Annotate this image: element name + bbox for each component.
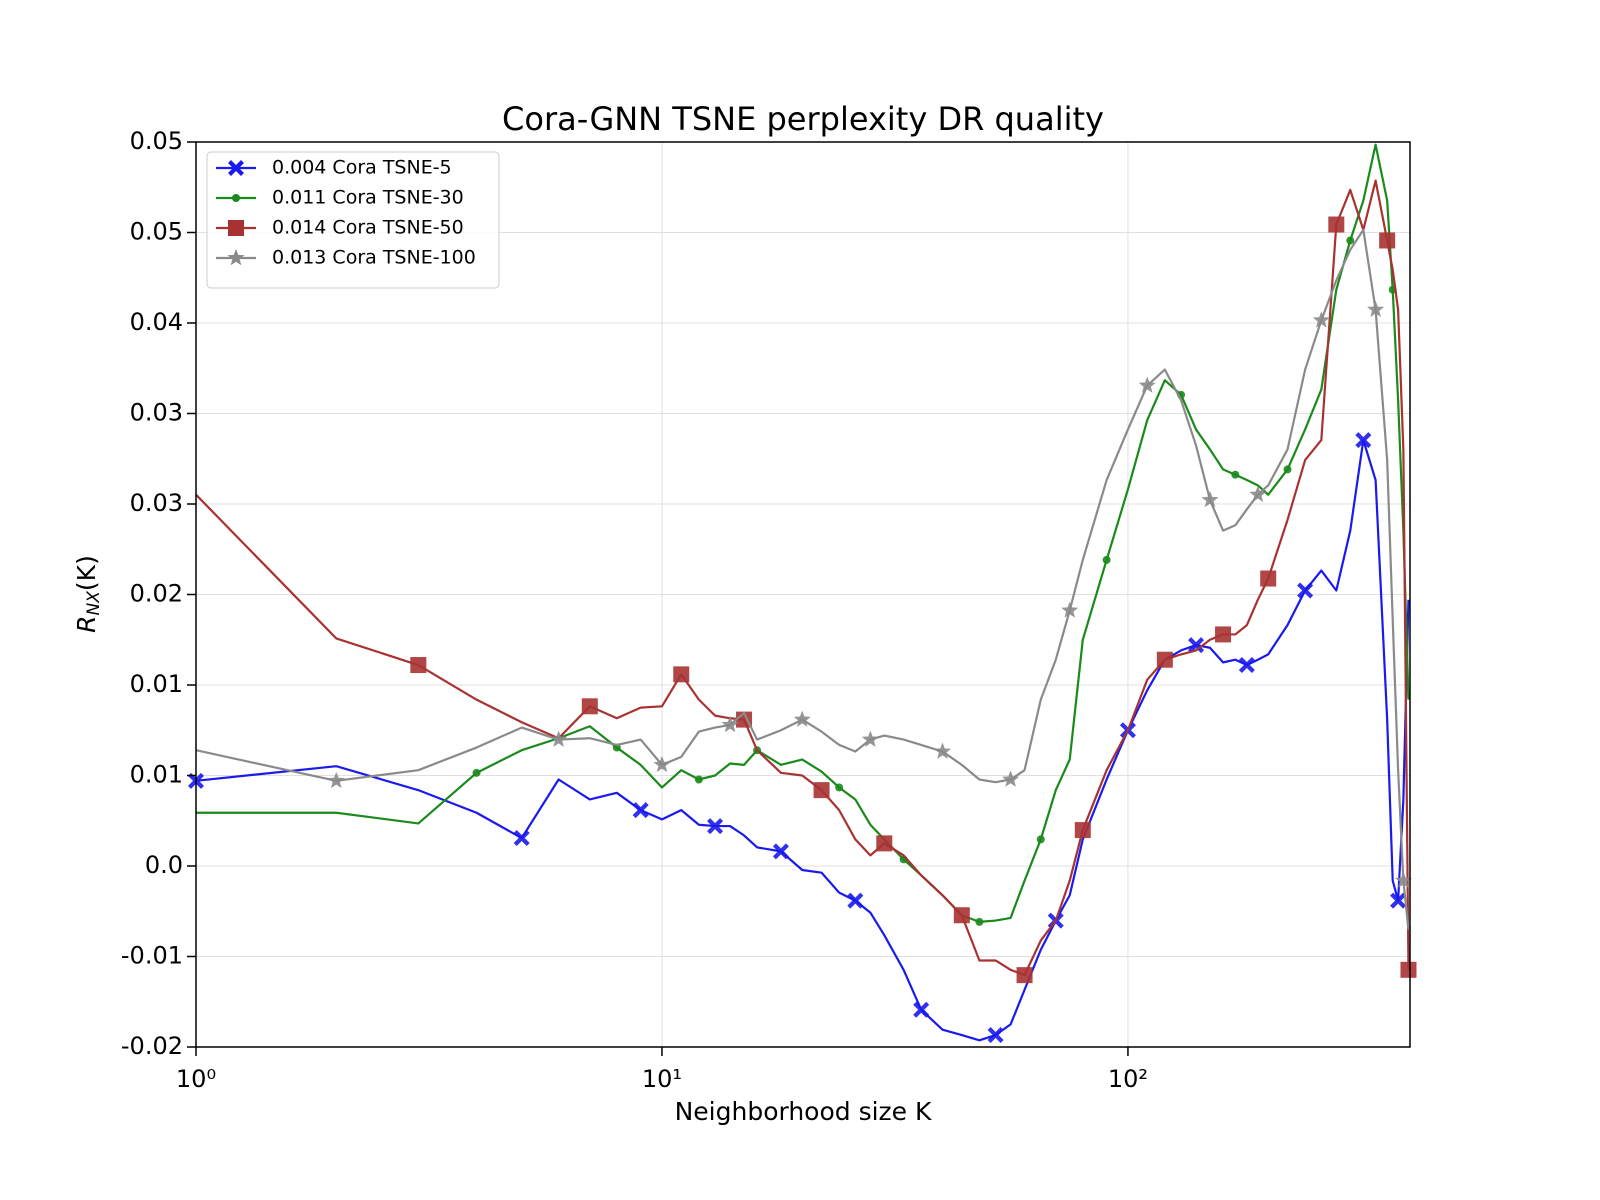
y-tick-label: 0.0 [145,851,183,879]
y-tick-label: 0.05 [130,218,183,246]
y-tick-label: 0.04 [130,308,183,336]
marker [1400,961,1417,978]
plot-area [188,143,1417,1044]
marker [1036,835,1045,844]
y-label-sub: NX [84,591,104,616]
marker [772,843,789,860]
chart-title: Cora-GNN TSNE perplexity DR quality [502,100,1104,138]
marker [653,755,671,773]
series-line [195,179,1410,977]
y-label-main: R [72,615,101,632]
marker [876,835,893,852]
marker [581,698,598,715]
legend-label: 0.004 Cora TSNE-5 [272,157,452,179]
marker [1156,651,1173,668]
y-tick-label: 0.03 [130,489,183,517]
x-tick-label: 10⁰ [176,1065,216,1093]
y-tick-label: 0.01 [130,761,183,789]
marker [861,730,879,747]
legend: 0.004 Cora TSNE-5 0.011 Cora TSNE-30 0.014… [206,151,500,289]
marker [632,802,649,819]
marker [1283,465,1292,474]
marker [550,730,568,747]
marker [835,783,844,792]
y-tick-label: 0.02 [130,580,183,608]
marker [232,194,240,202]
legend-label: 0.014 Cora TSNE-50 [272,217,464,239]
legend-box [206,151,500,289]
marker [1074,822,1091,839]
marker [1260,570,1277,587]
marker [694,775,703,784]
marker [933,742,952,759]
marker [327,771,345,789]
marker [513,830,530,847]
x-tick-label: 10¹ [642,1065,682,1093]
marker [1215,626,1232,643]
marker [410,657,427,674]
marker [228,220,244,236]
marker [1390,892,1407,909]
marker [721,715,739,733]
marker [1346,236,1355,245]
x-axis-label: Neighborhood size K [675,1097,932,1126]
marker [813,782,830,799]
marker [1102,555,1111,564]
y-tick-label: -0.02 [121,1032,183,1060]
y-tick-label: -0.01 [121,942,183,970]
marker [847,892,864,909]
marker [1188,637,1205,654]
marker [228,160,244,176]
y-tick-label: 0.05 [130,127,183,155]
legend-label: 0.011 Cora TSNE-30 [272,187,464,209]
marker [1249,485,1267,502]
marker [1201,491,1219,508]
marker [1238,657,1255,674]
marker [1002,770,1020,787]
y-tick-label: 0.03 [130,399,183,427]
marker [227,249,245,266]
marker [975,917,984,926]
y-label-rest: (K) [72,555,101,591]
legend-label: 0.013 Cora TSNE-100 [272,247,476,269]
y-tick-label: 0.01 [130,670,183,698]
marker [913,1001,930,1018]
marker [1328,216,1345,233]
marker [1231,470,1240,479]
marker [1312,311,1330,328]
marker [707,818,724,835]
marker [1297,582,1314,599]
y-axis-label: RNX(K) [72,555,104,633]
marker [1394,871,1412,888]
marker [1379,232,1396,249]
marker [1016,967,1033,984]
marker [1355,432,1372,449]
marker [1367,300,1385,317]
marker [1138,376,1156,393]
marker [953,907,970,924]
marker [1061,601,1079,618]
marker [472,768,481,777]
marker [673,666,690,683]
series-line [196,143,1410,923]
x-tick-label: 10² [1108,1065,1148,1093]
marker [987,1027,1004,1044]
marker [793,710,811,727]
